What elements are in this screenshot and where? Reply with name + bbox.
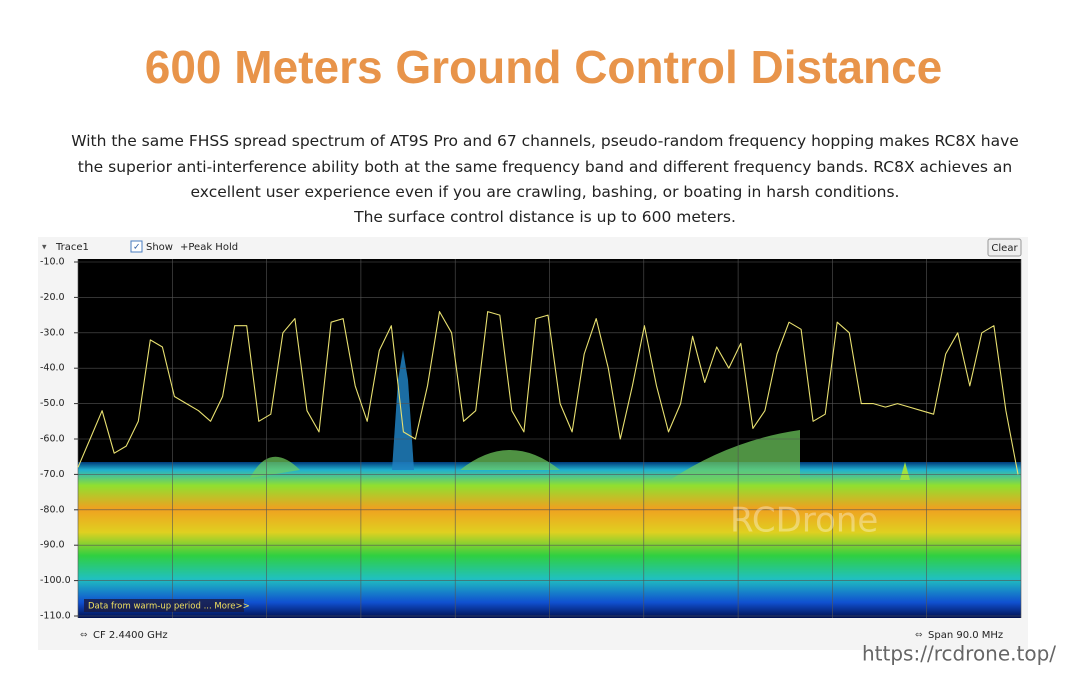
y-tick-label: -90.0 — [40, 540, 65, 551]
clear-label: Clear — [991, 243, 1018, 254]
y-tick-label: -100.0 — [40, 575, 71, 586]
y-tick-label: -20.0 — [40, 292, 65, 303]
center-frequency: CF 2.4400 GHz — [93, 630, 168, 641]
y-tick-label: -30.0 — [40, 327, 65, 338]
collapse-icon: ▾ — [42, 243, 47, 253]
waterfall-bump — [250, 430, 800, 480]
y-tick-label: -40.0 — [40, 363, 65, 374]
waterfall-spike — [392, 350, 414, 470]
clear-button[interactable] — [987, 238, 1022, 257]
annotation[interactable]: Data from warm-up period ... More>> — [88, 602, 250, 612]
check: ✓ — [133, 243, 141, 253]
y-tick-label: -10.0 — [40, 257, 65, 268]
description: The surface control distance is up to 60… — [354, 208, 736, 226]
description: With the same FHSS spread spectrum of AT… — [71, 132, 1019, 201]
span: Span 90.0 MHz — [928, 630, 1003, 641]
icon: ⇔ — [80, 631, 88, 641]
peak-hold-label[interactable]: +Peak Hold — [180, 242, 238, 253]
y-tick-label: -70.0 — [40, 469, 65, 480]
y-tick-label: -110.0 — [40, 611, 71, 622]
icon: ⇔ — [915, 631, 923, 641]
trace-label: Trace1 — [55, 242, 89, 253]
watermark: RCDrone — [730, 501, 878, 541]
y-tick-label: -50.0 — [40, 398, 65, 409]
y-tick-label: -80.0 — [40, 504, 65, 515]
page-title: 600 Meters Ground Control Distance — [144, 41, 943, 93]
show-label: Show — [146, 242, 173, 253]
y-tick-label: -60.0 — [40, 434, 65, 445]
peak-hold-trace — [77, 311, 1019, 475]
waterfall-spike — [900, 462, 910, 480]
annotation-bg — [84, 599, 244, 612]
url: https://rcdrone.top/ — [862, 642, 1056, 666]
show-checkbox[interactable] — [130, 240, 143, 253]
